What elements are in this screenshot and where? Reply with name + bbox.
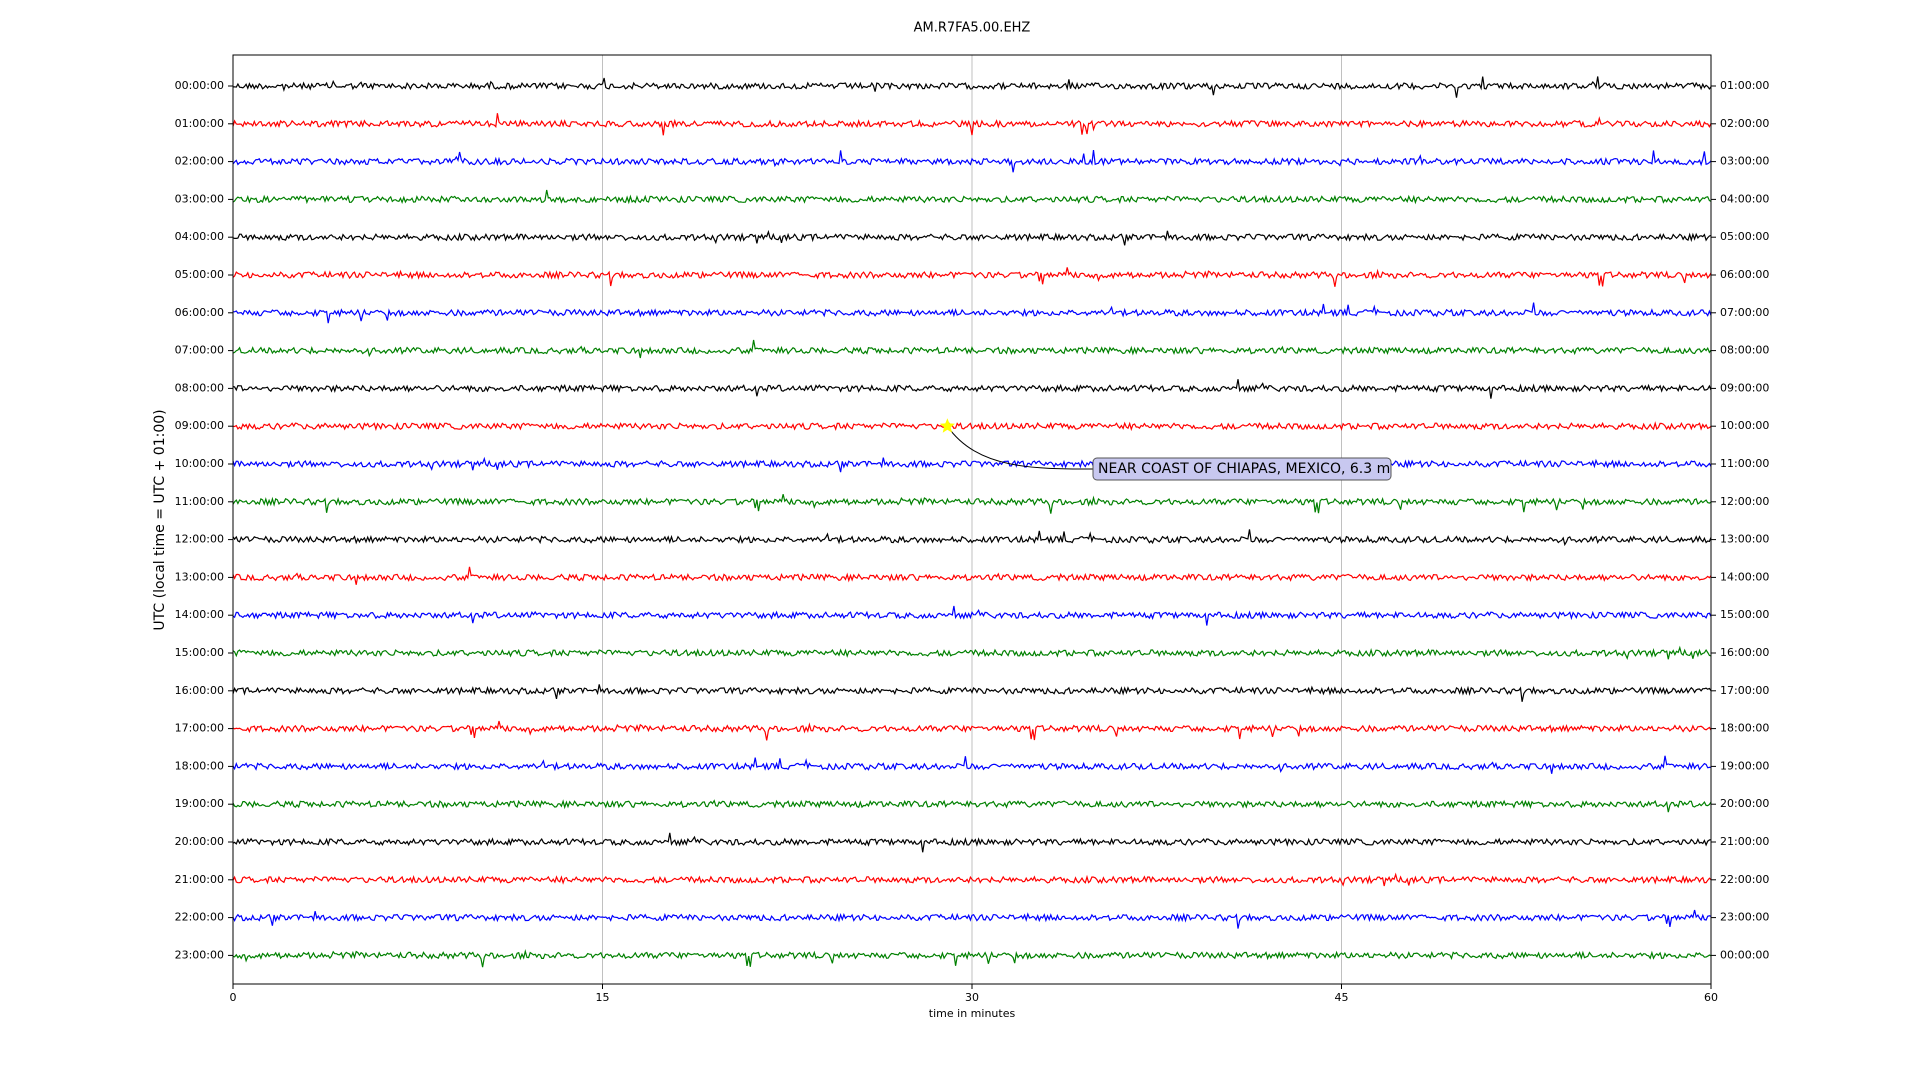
y-tick-label-left: 04:00:00 [175,230,224,243]
trace [232,189,1712,205]
y-tick-label-left: 05:00:00 [175,268,224,281]
y-tick-label-left: 07:00:00 [175,344,224,357]
y-tick-label-right: 19:00:00 [1720,759,1769,772]
y-tick-label-left: 06:00:00 [175,306,224,319]
y-tick-label-right: 00:00:00 [1720,948,1769,961]
trace [232,799,1712,813]
event-label: NEAR COAST OF CHIAPAS, MEXICO, 6.3 m [1098,461,1390,477]
y-tick-label-left: 11:00:00 [175,495,224,508]
chart-title: AM.R7FA5.00.EHZ [914,21,1031,36]
trace [233,302,1712,324]
y-tick-label-left: 19:00:00 [175,797,224,810]
y-tick-label-right: 09:00:00 [1720,381,1769,394]
y-tick-label-right: 06:00:00 [1720,268,1769,281]
trace [232,421,1712,432]
x-tick-label: 30 [965,991,979,1004]
trace [232,645,1712,661]
trace [232,113,1712,136]
trace [232,755,1712,774]
trace [232,720,1712,741]
trace [232,949,1712,968]
trace [232,494,1712,514]
y-tick-label-right: 02:00:00 [1720,117,1769,130]
trace [232,909,1712,929]
y-tick-label-left: 13:00:00 [175,570,224,583]
y-tick-label-left: 02:00:00 [175,155,224,168]
event-star [939,418,955,433]
y-tick-label-right: 07:00:00 [1720,306,1769,319]
x-tick-label: 60 [1704,991,1718,1004]
x-axis-label: time in minutes [929,1007,1016,1020]
y-tick-label-left: 16:00:00 [175,684,224,697]
y-tick-label-left: 00:00:00 [175,79,224,92]
trace [232,339,1712,359]
trace [232,229,1712,246]
y-tick-label-left: 17:00:00 [175,722,224,735]
y-tick-label-right: 14:00:00 [1720,570,1769,583]
trace [232,832,1712,853]
y-tick-label-right: 01:00:00 [1720,79,1769,92]
y-tick-label-right: 13:00:00 [1720,533,1769,546]
trace [232,566,1712,585]
y-tick-label-right: 17:00:00 [1720,684,1769,697]
y-tick-label-left: 12:00:00 [175,533,224,546]
trace [232,379,1712,399]
x-tick-label: 15 [596,991,610,1004]
trace [232,267,1712,287]
y-tick-label-right: 23:00:00 [1720,911,1769,924]
event-connector [946,425,1094,470]
x-tick-label: 45 [1335,991,1349,1004]
y-tick-label-left: 03:00:00 [175,192,224,205]
y-tick-label-left: 23:00:00 [175,948,224,961]
y-tick-label-right: 05:00:00 [1720,230,1769,243]
y-tick-label-left: 08:00:00 [175,381,224,394]
y-tick-label-right: 08:00:00 [1720,344,1769,357]
y-tick-label-left: 01:00:00 [175,117,224,130]
y-tick-label-left: 15:00:00 [175,646,224,659]
trace [232,872,1712,887]
y-tick-label-left: 10:00:00 [175,457,224,470]
event-box [1092,457,1392,481]
y-tick-label-left: 14:00:00 [175,608,224,621]
y-tick-label-right: 04:00:00 [1720,192,1769,205]
y-tick-label-left: 21:00:00 [175,873,224,886]
y-tick-label-right: 12:00:00 [1720,495,1769,508]
y-tick-label-right: 10:00:00 [1720,419,1769,432]
trace [232,150,1712,173]
y-tick-label-left: 09:00:00 [175,419,224,432]
x-tick-label: 0 [230,991,237,1004]
y-tick-label-right: 03:00:00 [1720,155,1769,168]
y-tick-label-right: 15:00:00 [1720,608,1769,621]
y-tick-label-right: 11:00:00 [1720,457,1769,470]
y-tick-label-left: 18:00:00 [175,759,224,772]
y-tick-label-right: 18:00:00 [1720,722,1769,735]
plot-frame [232,54,1712,985]
y-tick-label-right: 20:00:00 [1720,797,1769,810]
trace [232,456,1712,473]
trace [232,76,1712,98]
trace [232,684,1712,702]
y-tick-label-right: 16:00:00 [1720,646,1769,659]
y-tick-label-left: 20:00:00 [175,835,224,848]
y-tick-label-left: 22:00:00 [175,911,224,924]
trace [232,605,1712,626]
y-axis-label: UTC (local time = UTC + 01:00) [152,409,168,630]
trace [232,529,1712,547]
y-tick-label-right: 21:00:00 [1720,835,1769,848]
y-tick-label-right: 22:00:00 [1720,873,1769,886]
